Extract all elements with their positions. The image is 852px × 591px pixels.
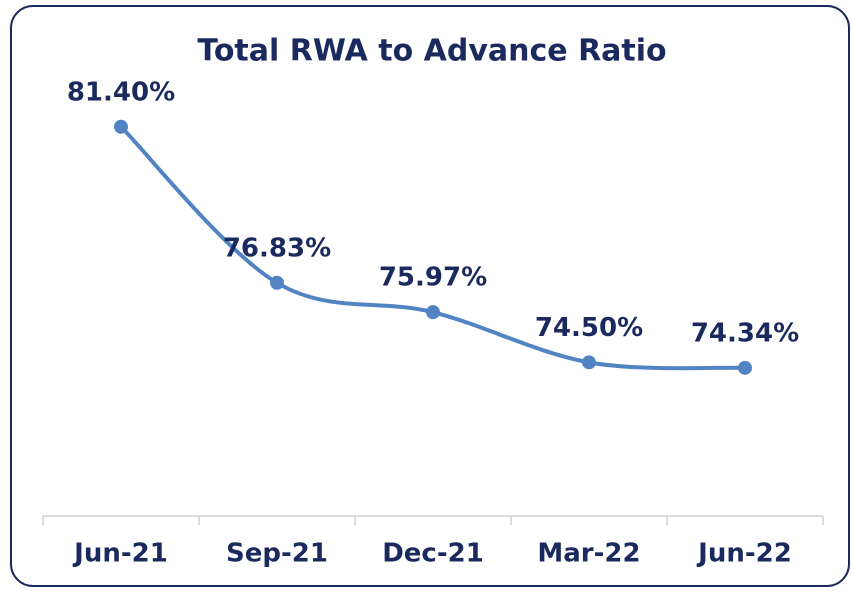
data-label: 75.97% [379, 263, 487, 293]
data-point [426, 305, 440, 320]
chart-frame [10, 5, 850, 587]
data-point [582, 355, 596, 370]
data-point [738, 360, 752, 375]
data-point [114, 119, 128, 134]
x-tick-label: Jun-21 [72, 539, 168, 569]
x-tick-label: Dec-21 [382, 539, 484, 569]
data-point [270, 275, 284, 290]
chart-title: Total RWA to Advance Ratio [197, 34, 666, 69]
data-label: 76.83% [223, 233, 331, 263]
data-label: 81.40% [67, 77, 175, 107]
data-label: 74.34% [691, 318, 799, 348]
x-tick-label: Jun-22 [696, 539, 792, 569]
data-label: 74.50% [535, 313, 643, 343]
x-tick-label: Sep-21 [226, 539, 328, 569]
x-tick-label: Mar-22 [537, 539, 640, 569]
